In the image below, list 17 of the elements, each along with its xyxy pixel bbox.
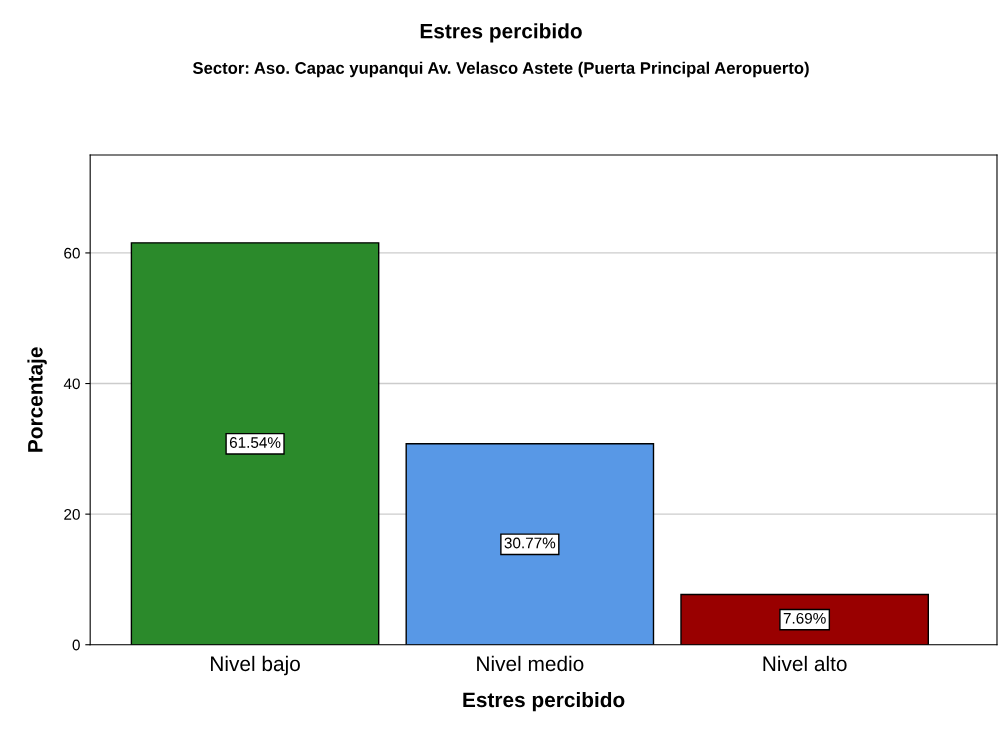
chart-title: Estres percibido — [420, 23, 582, 43]
x-axis-title: Estres percibido — [463, 691, 625, 712]
y-tick-label: 0 — [72, 639, 80, 651]
data-label: 7.69% — [783, 612, 826, 624]
bar — [130, 242, 380, 645]
bar — [680, 593, 929, 645]
y-tick-label: 20 — [64, 509, 80, 520]
data-label: 30.77% — [504, 537, 556, 549]
x-tick-label: Nivel medio — [477, 655, 584, 672]
x-tick-label: Nivel bajo — [211, 655, 300, 676]
x-tick-label: Nivel alto — [763, 655, 847, 672]
bar — [405, 443, 655, 645]
y-tick-label: 40 — [63, 378, 80, 390]
y-tick-label: 60 — [64, 247, 80, 259]
chart-subtitle: Sector: Aso. Capac yupanqui Av. Velasco Astete (Puerta Principal Aeropuerto) — [192, 61, 809, 78]
y-axis-title: Porcentaje — [27, 347, 47, 452]
data-label: 61.54% — [229, 437, 281, 448]
